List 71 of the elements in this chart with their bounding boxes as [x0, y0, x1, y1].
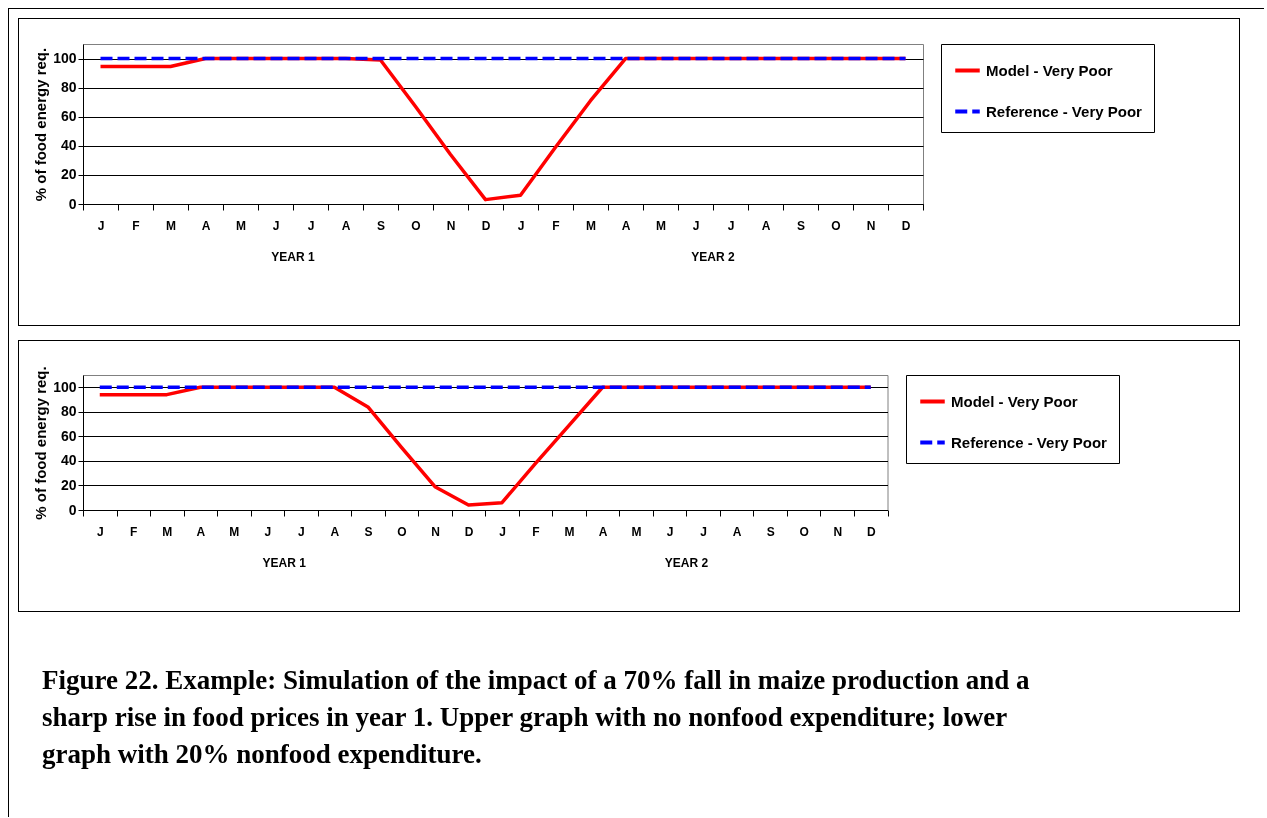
y-tick-label: 20	[60, 476, 77, 493]
x-tick-label: D	[866, 524, 876, 539]
x-tick-label: A	[598, 524, 608, 539]
legend-label: Model - Very Poor	[986, 61, 1113, 79]
x-tick-label: J	[97, 218, 105, 233]
x-tick-label: D	[464, 524, 474, 539]
y-tick-label: 100	[53, 378, 77, 395]
y-tick-label: 40	[60, 137, 77, 154]
legend-label: Reference - Very Poor	[951, 433, 1108, 451]
legend-label: Reference - Very Poor	[986, 102, 1143, 120]
y-tick-label: 80	[60, 403, 77, 420]
y-tick-label: 0	[68, 501, 77, 518]
x-tick-label: N	[833, 524, 843, 539]
x-tick-label: N	[446, 218, 456, 233]
y-tick-label: 0	[68, 195, 77, 212]
x-tick-label: M	[229, 524, 240, 539]
x-tick-label: S	[376, 218, 386, 233]
legend-label: Model - Very Poor	[951, 392, 1078, 410]
x-tick-label: F	[132, 218, 140, 233]
x-tick-label: A	[761, 218, 771, 233]
x-tick-label: F	[552, 218, 560, 233]
x-tick-label: J	[272, 218, 280, 233]
x-tick-label: J	[264, 524, 272, 539]
x-tick-label: J	[96, 524, 104, 539]
x-tick-label: J	[666, 524, 674, 539]
x-tick-label: M	[166, 218, 176, 233]
x-tick-label: D	[481, 218, 491, 233]
x-tick-label: O	[799, 524, 809, 539]
y-axis-title: % of food energy req.	[32, 366, 50, 520]
x-tick-label: M	[564, 524, 575, 539]
x-tick-label: N	[431, 524, 440, 539]
x-tick-label: A	[196, 524, 206, 539]
x-tick-label: A	[330, 524, 340, 539]
x-tick-label: N	[866, 218, 876, 233]
text: YEAR 1	[262, 556, 307, 570]
x-tick-label: A	[732, 524, 742, 539]
x-tick-label: S	[364, 524, 373, 539]
x-tick-label: J	[307, 218, 315, 233]
x-tick-label: A	[341, 218, 351, 233]
y-tick-label: 20	[60, 166, 77, 183]
x-tick-label: O	[831, 218, 841, 233]
y-tick-label: 60	[60, 108, 77, 125]
y-axis-title: % of food energy req.	[32, 47, 50, 202]
x-tick-label: M	[586, 218, 596, 233]
x-tick-label: J	[700, 524, 707, 539]
x-tick-label: O	[411, 218, 421, 233]
text: YEAR 1	[271, 250, 315, 264]
y-tick-label: 100	[53, 50, 77, 67]
x-tick-label: M	[236, 218, 246, 233]
x-tick-label: F	[130, 524, 138, 539]
text: YEAR 2	[691, 250, 735, 264]
x-tick-label: J	[298, 524, 305, 539]
x-tick-label: A	[621, 218, 631, 233]
x-tick-label: O	[397, 524, 407, 539]
x-tick-label: S	[796, 218, 806, 233]
x-tick-label: S	[766, 524, 775, 539]
text: YEAR 2	[664, 556, 709, 570]
x-tick-label: M	[656, 218, 666, 233]
y-tick-label: 60	[60, 427, 77, 444]
x-tick-label: J	[517, 218, 525, 233]
x-tick-label: D	[901, 218, 911, 233]
x-tick-label: M	[162, 524, 173, 539]
y-tick-label: 80	[60, 79, 77, 96]
x-tick-label: A	[201, 218, 211, 233]
x-tick-label: F	[532, 524, 540, 539]
x-tick-label: M	[631, 524, 642, 539]
x-tick-label: J	[499, 524, 506, 539]
y-tick-label: 40	[60, 452, 77, 469]
x-tick-label: J	[692, 218, 700, 233]
x-tick-label: J	[727, 218, 735, 233]
caption: Figure 22. Example: Simulation of the impact of a 70% fall in maize production and a sharp rise in food prices in year 1. Upper graph with no nonfood expenditure; lower graph with 20% nonfood expenditure.	[42, 664, 1031, 771]
